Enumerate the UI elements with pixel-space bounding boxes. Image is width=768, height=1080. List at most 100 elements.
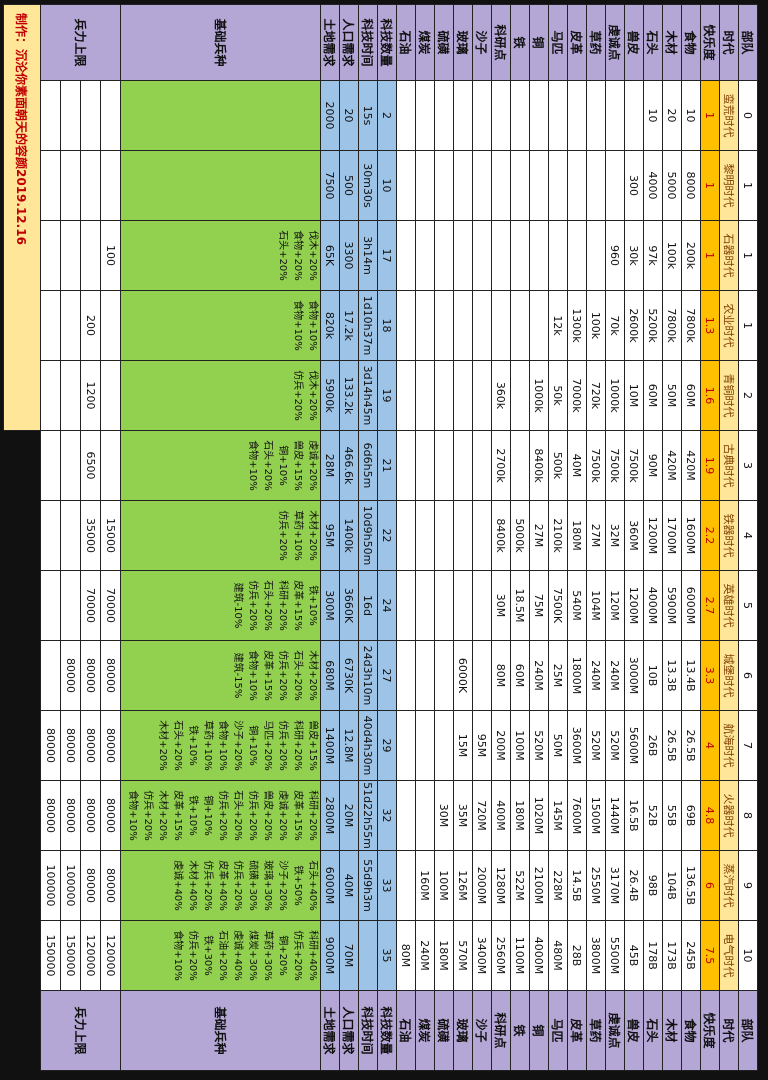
- row-label: 木材: [662, 990, 682, 1071]
- row-label: 快乐度: [700, 990, 720, 1071]
- cell: 7500: [320, 150, 340, 221]
- row-label: 科技时间: [358, 4, 378, 81]
- cell: 7500K: [548, 570, 568, 641]
- cell: 100000: [40, 850, 61, 921]
- cell: 4000: [643, 150, 663, 221]
- bonus-item: 兽皮+15%: [292, 440, 303, 491]
- cell: 420M: [681, 430, 701, 501]
- cell: 180M: [434, 920, 454, 991]
- row-label: 铜: [529, 990, 549, 1071]
- cell: 7000k: [567, 360, 587, 431]
- cell: 360k: [491, 360, 511, 431]
- cell: [453, 220, 473, 291]
- table-row: 快乐度 1 1 1 1.3 1.6 1.9 2.2 2.7 3.3 4 4.8 6 7.5 快乐度: [700, 4, 720, 1071]
- bonus-item: 木材+20%: [157, 790, 168, 841]
- cell: 1000k: [529, 360, 549, 431]
- cell: 3000M: [624, 640, 644, 711]
- cell: [586, 80, 606, 151]
- cell: 2550M: [586, 850, 606, 921]
- cell: [60, 220, 81, 291]
- cell: 10: [377, 150, 397, 221]
- cell: 60M: [643, 360, 663, 431]
- bonus-item: 仿兵+20%: [277, 510, 288, 561]
- cell: [100, 430, 121, 501]
- bonus-item: 食物+10%: [217, 720, 228, 771]
- cell: [510, 220, 530, 291]
- cell: 2000M: [472, 850, 492, 921]
- cell: 蛮荒时代: [719, 80, 739, 151]
- cell: [396, 430, 416, 501]
- cell: 1800M: [567, 640, 587, 711]
- cell: [434, 430, 454, 501]
- cell: [567, 220, 587, 291]
- bonus-item: 虔诚+20%: [307, 440, 318, 491]
- bonus-item: 仿兵+20%: [247, 580, 258, 631]
- cell: [548, 80, 568, 151]
- bonus-item: 伐木+20%: [307, 230, 318, 281]
- row-label: 食物: [681, 990, 701, 1071]
- cell: 520M: [529, 710, 549, 781]
- bonus-item: 兽皮+20%: [262, 790, 273, 841]
- cell: 3300: [339, 220, 359, 291]
- cell: 3400M: [472, 920, 492, 991]
- bonus-row: 基础兵种 伐木+20% 食物+20% 石头+20% 食物+10% 食物+10% 伐木+20%…: [120, 4, 321, 1071]
- table-row: 玻璃 6000K 15M 35M 126M 570M 玻璃: [453, 4, 473, 1071]
- cell: [100, 80, 121, 151]
- cell: 75M: [529, 570, 549, 641]
- cell: 20M: [339, 780, 359, 851]
- cell: 6d6h5m: [358, 430, 378, 501]
- row-label: 铁: [510, 4, 530, 81]
- cell: 7500k: [586, 430, 606, 501]
- cell: [100, 290, 121, 361]
- cell: [40, 360, 61, 431]
- cell: 1.3: [700, 290, 720, 361]
- cell: 100k: [586, 290, 606, 361]
- cell: 80000: [100, 780, 121, 851]
- bonus-item: 仿兵+20%: [187, 930, 198, 981]
- row-label: 人口需求: [339, 990, 359, 1071]
- cell: 7800k: [681, 290, 701, 361]
- cell: [80, 220, 101, 291]
- cell: 铁器时代: [719, 500, 739, 571]
- cell: 26.5B: [662, 710, 682, 781]
- cell: 500k: [548, 430, 568, 501]
- cell: 100M: [510, 710, 530, 781]
- cell: 3660K: [339, 570, 359, 641]
- bonus-item: 仿兵+20%: [292, 930, 303, 981]
- row-label: 沙子: [472, 4, 492, 81]
- cap-row: 80000 80000 80000 100000 150000: [60, 5, 81, 1071]
- cell: 1400M: [320, 710, 340, 781]
- bonus-item: 建筑-15%: [232, 652, 243, 699]
- cell: 80000: [80, 780, 101, 851]
- cell: [396, 150, 416, 221]
- cell: 26.4B: [624, 850, 644, 921]
- cell: [60, 290, 81, 361]
- cell: 32M: [605, 500, 625, 571]
- cell: 4000M: [529, 920, 549, 991]
- bonus-item: 石头+20%: [232, 790, 243, 841]
- cell: 城堡时代: [719, 640, 739, 711]
- cell: [60, 570, 81, 641]
- cell: 20: [339, 80, 359, 151]
- cell: 522M: [510, 850, 530, 921]
- cell: 1: [738, 220, 758, 291]
- row-label: 玻璃: [453, 4, 473, 81]
- cell: 420M: [662, 430, 682, 501]
- cell: 98B: [643, 850, 663, 921]
- cell: 6: [700, 850, 720, 921]
- cell: [434, 80, 454, 151]
- cell: 173B: [662, 920, 682, 991]
- bonus-item: 兽皮+15%: [307, 720, 318, 771]
- bonus-item: 仿兵+20%: [202, 860, 213, 911]
- cell: [453, 80, 473, 151]
- cell: 15s: [358, 80, 378, 151]
- row-label: 基础兵种: [120, 990, 321, 1071]
- cell: 5900M: [662, 570, 682, 641]
- row-label: 时代: [719, 4, 739, 81]
- cell: 1: [700, 150, 720, 221]
- cell: 30k: [624, 220, 644, 291]
- cell: 200M: [491, 710, 511, 781]
- cell: 1: [700, 220, 720, 291]
- row-label: 皮革: [567, 990, 587, 1071]
- bonus-item: 铜+10%: [277, 445, 288, 486]
